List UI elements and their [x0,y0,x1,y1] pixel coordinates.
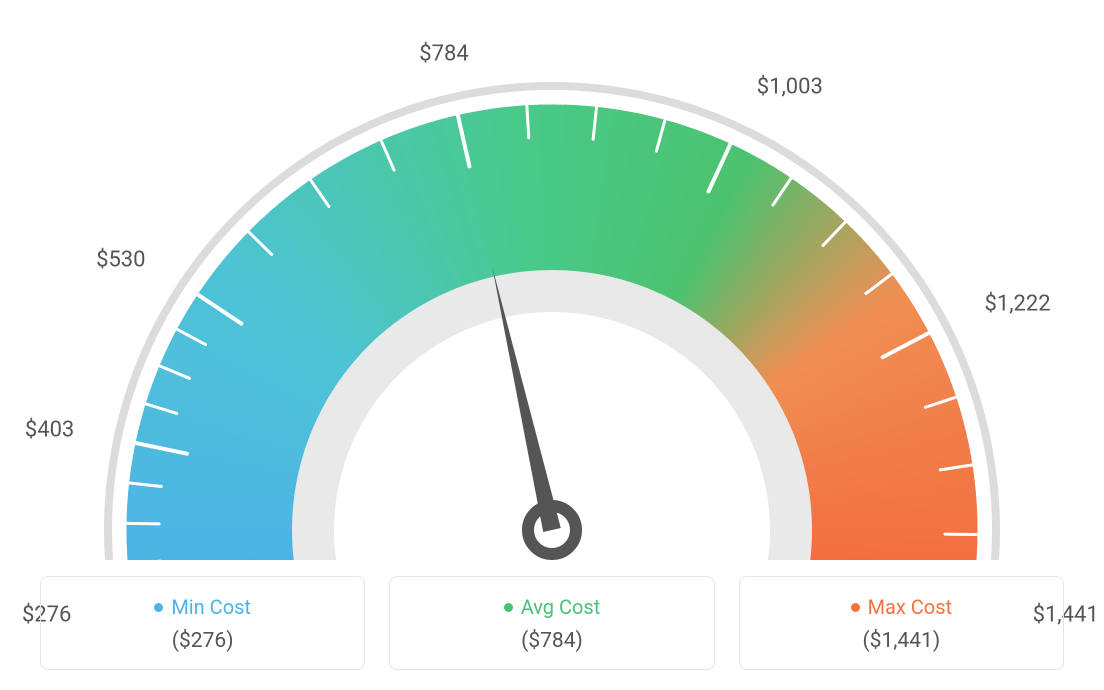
legend-row: Min Cost ($276) Avg Cost ($784) Max Cost… [40,576,1064,670]
legend-dot-min [154,603,163,612]
gauge-chart: $276$403$530$784$1,003$1,222$1,441 [0,0,1104,560]
legend-label-min: Min Cost [171,595,251,619]
legend-title-min: Min Cost [51,595,354,619]
legend-label-avg: Avg Cost [521,595,601,619]
legend-value-max: ($1,441) [750,629,1053,653]
legend-value-min: ($276) [51,629,354,653]
legend-card-max: Max Cost ($1,441) [739,576,1064,670]
legend-card-avg: Avg Cost ($784) [389,576,714,670]
gauge-svg [0,0,1104,560]
gauge-tick-label: $403 [25,418,74,443]
legend-card-min: Min Cost ($276) [40,576,365,670]
legend-value-avg: ($784) [400,629,703,653]
gauge-tick-label: $1,003 [757,75,823,100]
gauge-tick-label: $784 [419,42,468,67]
gauge-tick-label: $530 [96,247,145,272]
legend-dot-max [851,603,860,612]
legend-title-max: Max Cost [750,595,1053,619]
gauge-tick-label: $1,222 [984,291,1050,316]
legend-dot-avg [504,603,513,612]
legend-label-max: Max Cost [868,595,953,619]
legend-title-avg: Avg Cost [400,595,703,619]
